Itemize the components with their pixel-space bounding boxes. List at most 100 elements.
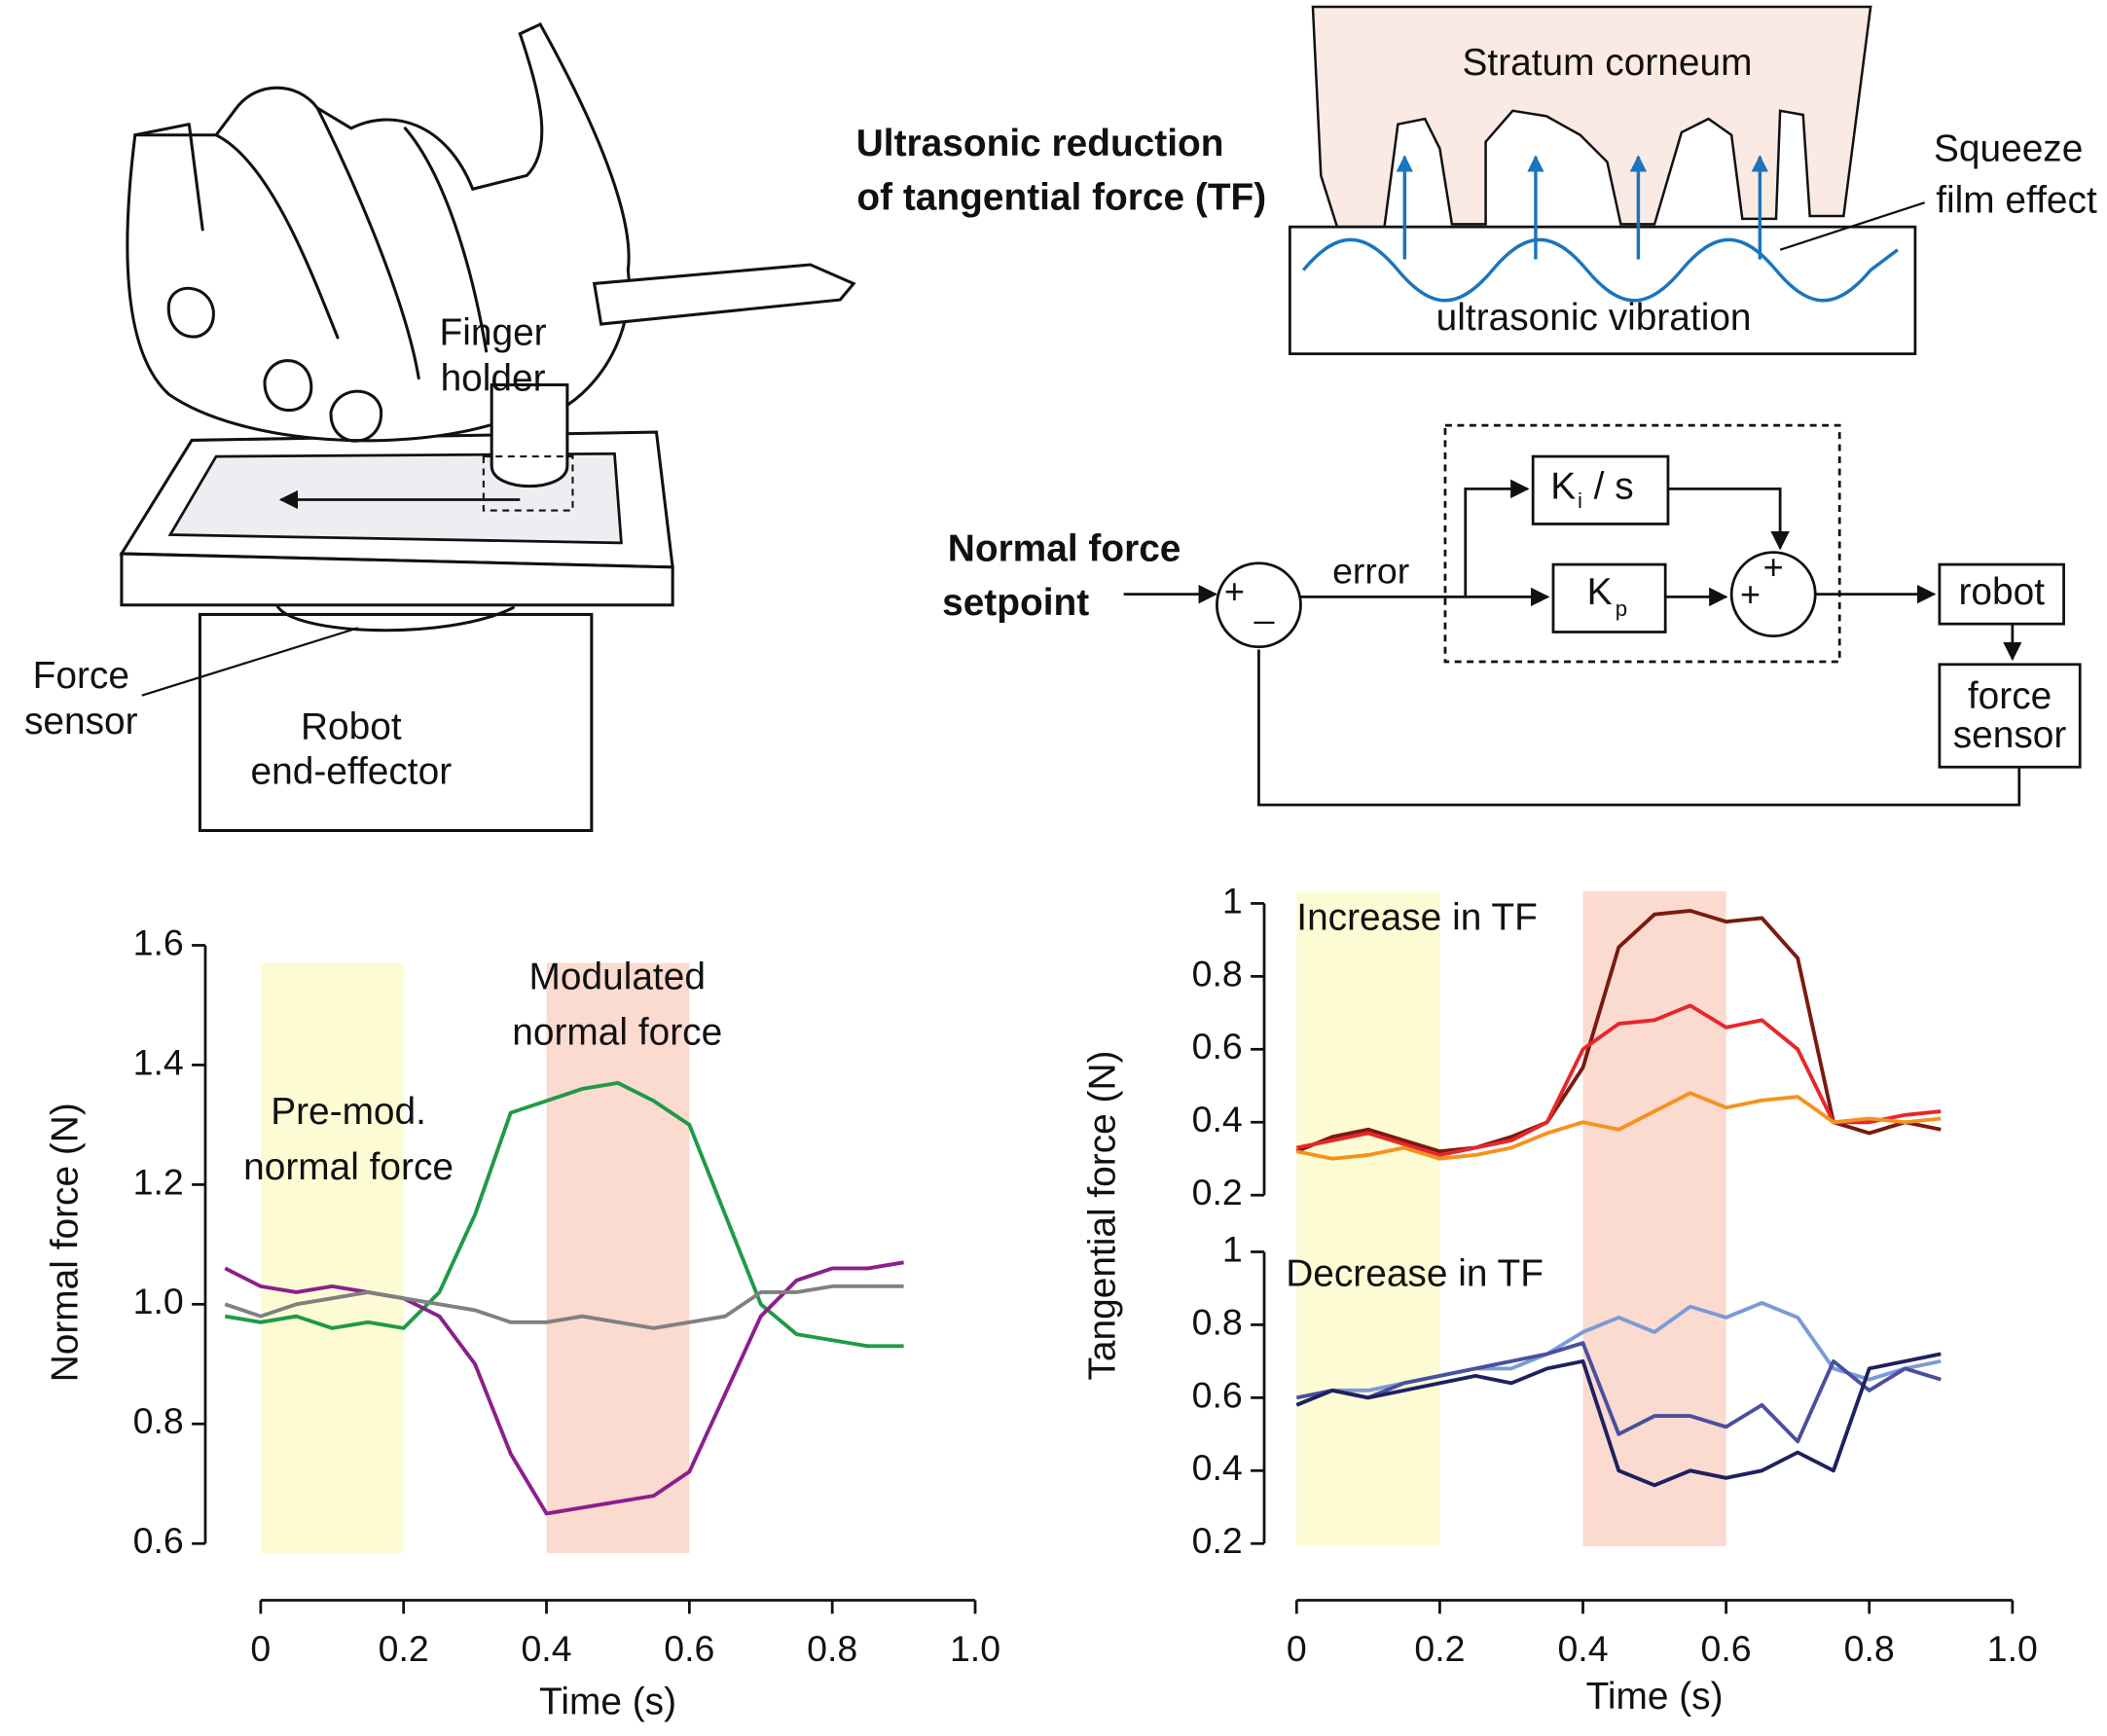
annotation: Increase in TF — [1296, 896, 1538, 938]
annotation: Pre-mod. — [271, 1091, 426, 1133]
label: force — [1968, 675, 2052, 717]
label: Normal force — [948, 527, 1181, 569]
y-tick-label: 0.4 — [1192, 1099, 1243, 1139]
pi-controller-box — [1443, 423, 1841, 664]
y-tick-label: 0.8 — [1192, 953, 1243, 994]
x-axis-label: Time (s) — [539, 1682, 676, 1723]
label: K — [1550, 466, 1576, 508]
data-line — [224, 1284, 904, 1330]
data-line — [1295, 1352, 1942, 1488]
contact-box — [482, 455, 574, 512]
force-sensor-body — [274, 603, 515, 633]
label: robot — [1958, 571, 2045, 613]
hand — [126, 21, 631, 443]
arrow — [1464, 479, 1530, 597]
y-tick-label: 0.4 — [1192, 1447, 1243, 1488]
plate-front — [120, 552, 674, 607]
data-line — [1295, 1091, 1942, 1161]
x-tick-label: 0.8 — [807, 1628, 857, 1669]
shaded-region — [546, 962, 690, 1553]
apparatus-illustration: Finger holder Force sensor Robot end-eff… — [24, 21, 856, 833]
label: film effect — [1936, 179, 2097, 221]
vibration-wave — [1301, 237, 1899, 303]
x-tick-label: 0.2 — [1414, 1628, 1465, 1669]
y-tick-label: 0.2 — [1192, 1172, 1243, 1212]
y-axis-label: Normal force (N) — [45, 1103, 87, 1382]
annotation: normal force — [243, 1146, 454, 1188]
vibrating-plate — [1288, 225, 1917, 355]
nail — [329, 389, 382, 443]
stratum-corneum — [1311, 5, 1872, 229]
x-tick-label: 0.4 — [1557, 1628, 1608, 1669]
label: Ultrasonic reduction — [856, 123, 1224, 164]
label: sensor — [24, 701, 138, 742]
annotation: Modulated — [529, 956, 706, 997]
charts: 0.6 0.8 1.0 1.2 1.4 1.6 0 0.2 0.4 0.6 0.8 1.0 Pre-mo… — [45, 880, 2038, 1722]
summing-junction — [1216, 561, 1302, 649]
y-tick-label: 1 — [1222, 880, 1243, 921]
leader-line — [1779, 201, 1925, 251]
label: Stratum corneum — [1463, 42, 1753, 84]
robot-block — [1938, 562, 2065, 626]
shaded-region — [1296, 1221, 1440, 1547]
y-tick-label: 0.6 — [133, 1520, 184, 1561]
leader-line — [141, 627, 359, 697]
sign: _ — [1253, 585, 1275, 625]
label: p — [1616, 597, 1627, 621]
proportional-block — [1551, 562, 1667, 633]
sign: + — [1224, 571, 1245, 611]
holder-arm — [592, 263, 856, 326]
shaded-region — [1582, 890, 1726, 1222]
annotation: Decrease in TF — [1286, 1253, 1544, 1295]
y-tick-label: 1.4 — [133, 1041, 184, 1082]
y-tick-label: 1 — [1222, 1228, 1243, 1269]
sign: + — [1763, 547, 1784, 587]
label: Finger — [440, 311, 547, 353]
data-line — [224, 1080, 904, 1349]
chart: 0.6 0.8 1.0 1.2 1.4 1.6 0 0.2 0.4 0.6 0.8 1.0 Pre-mo… — [45, 922, 1000, 1722]
control-diagram: Normal force setpoint + _ error K i / s … — [942, 423, 2082, 807]
nail — [166, 286, 215, 339]
label: ultrasonic vibration — [1436, 297, 1752, 339]
label: sensor — [1953, 714, 2067, 756]
y-tick-label: 0.8 — [133, 1400, 184, 1441]
annotation: normal force — [512, 1011, 722, 1053]
x-tick-label: 0.4 — [521, 1628, 571, 1669]
finger-holder — [490, 382, 569, 488]
y-tick-label: 1.0 — [133, 1281, 184, 1321]
label: of tangential force (TF) — [856, 177, 1266, 219]
finger-lines — [133, 106, 489, 380]
sensor-block — [1938, 663, 2082, 769]
label: i — [1578, 488, 1582, 513]
label: Force — [33, 655, 129, 697]
y-tick-label: 0.6 — [1192, 1374, 1243, 1415]
squeeze-film-diagram: Ultrasonic reduction of tangential force… — [856, 5, 2097, 355]
robot-block — [198, 612, 594, 833]
shaded-region — [1296, 890, 1440, 1222]
x-tick-label: 0.8 — [1844, 1628, 1895, 1669]
data-line — [224, 1260, 904, 1516]
label: end-effector — [251, 750, 453, 792]
y-tick-label: 1.6 — [133, 922, 184, 962]
x-tick-label: 1.0 — [1987, 1628, 2038, 1669]
label: / s — [1594, 466, 1634, 508]
x-tick-label: 0 — [1287, 1628, 1307, 1669]
data-line — [1295, 1341, 1942, 1444]
y-tick-label: 0.8 — [1192, 1301, 1243, 1342]
y-tick-label: 0.6 — [1192, 1026, 1243, 1067]
y-tick-label: 0.2 — [1192, 1520, 1243, 1561]
x-tick-label: 0.2 — [379, 1628, 429, 1669]
label: setpoint — [942, 582, 1089, 624]
nail — [263, 359, 313, 413]
label: Squeeze — [1934, 128, 2083, 170]
label: error — [1332, 551, 1409, 592]
x-tick-label: 0 — [250, 1628, 271, 1669]
shaded-region — [260, 962, 404, 1553]
sign: + — [1740, 574, 1761, 614]
label: Robot — [301, 706, 402, 748]
label: holder — [441, 358, 546, 400]
chart: 0.2 0.4 0.6 0.8 1 Increase in TF Tangential fo… — [1082, 880, 1942, 1380]
x-tick-label: 0.6 — [1701, 1628, 1752, 1669]
